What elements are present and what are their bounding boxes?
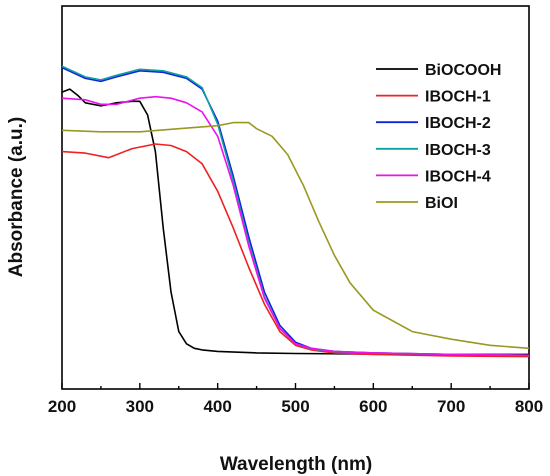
x-tick-label-400: 400 [203, 397, 231, 416]
x-axis-ticks: 200 300 400 500 600 700 800 [48, 383, 543, 416]
x-tick-label-300: 300 [126, 397, 154, 416]
x-tick-label-600: 600 [359, 397, 387, 416]
legend-label-iboch-2: IBOCH-2 [425, 115, 491, 132]
series-lines [61, 65, 530, 358]
x-tick-label-200: 200 [48, 397, 76, 416]
legend: BiOCOOH IBOCH-1 IBOCH-2 IBOCH-3 IBOCH-4 BiOI [376, 62, 501, 212]
y-axis-label: Absorbance (a.u.) [6, 117, 27, 277]
legend-label-biocooh: BiOCOOH [425, 62, 501, 79]
series-line-biocooh [61, 88, 529, 356]
series-line-bioi [61, 121, 530, 350]
x-axis-label: Wavelength (nm) [220, 454, 372, 475]
series-line-iboch-3 [61, 65, 530, 357]
legend-label-bioi: BiOI [425, 195, 458, 212]
legend-label-iboch-4: IBOCH-4 [425, 168, 491, 185]
x-tick-label-800: 800 [515, 397, 543, 416]
series-line-iboch-4 [61, 95, 530, 357]
legend-label-iboch-3: IBOCH-3 [425, 142, 491, 159]
legend-label-iboch-1: IBOCH-1 [425, 89, 491, 106]
x-tick-label-500: 500 [281, 397, 309, 416]
series-line-iboch-1 [61, 143, 530, 358]
x-tick-label-700: 700 [437, 397, 465, 416]
series-line-iboch-2 [61, 66, 530, 357]
